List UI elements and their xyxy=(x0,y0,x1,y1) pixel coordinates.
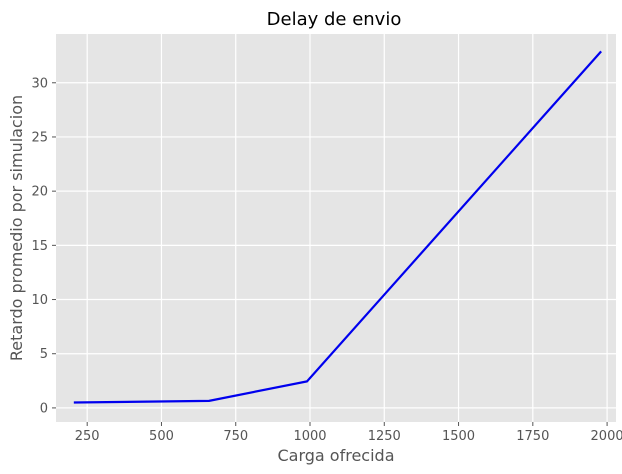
chart-title: Delay de envio xyxy=(267,9,402,30)
y-tick-label: 0 xyxy=(40,401,48,416)
x-axis-label: Carga ofrecida xyxy=(277,446,394,465)
x-tick-label: 1750 xyxy=(516,429,549,444)
x-tick-label: 2000 xyxy=(591,429,622,444)
y-tick-label: 25 xyxy=(31,130,48,145)
y-tick-label: 10 xyxy=(31,293,48,308)
x-tick-label: 500 xyxy=(149,429,174,444)
x-axis-ticks: 250 500 750 1000 1250 1500 1750 2000 xyxy=(75,422,622,444)
x-tick-label: 1000 xyxy=(293,429,326,444)
plot-area xyxy=(56,34,616,422)
y-axis-label: Retardo promedio por simulacion xyxy=(7,95,26,361)
x-tick-label: 1500 xyxy=(442,429,475,444)
x-tick-label: 1250 xyxy=(368,429,401,444)
series-group xyxy=(73,50,602,404)
y-tick-label: 30 xyxy=(31,76,48,91)
x-tick-label: 250 xyxy=(75,429,100,444)
y-tick-label: 5 xyxy=(40,347,48,362)
y-tick-label: 15 xyxy=(31,239,48,254)
y-axis-ticks: 0 5 10 15 20 25 30 xyxy=(31,76,56,416)
series-line xyxy=(73,50,602,404)
y-tick-label: 20 xyxy=(31,185,48,200)
gridlines xyxy=(56,34,616,422)
x-tick-label: 750 xyxy=(223,429,248,444)
